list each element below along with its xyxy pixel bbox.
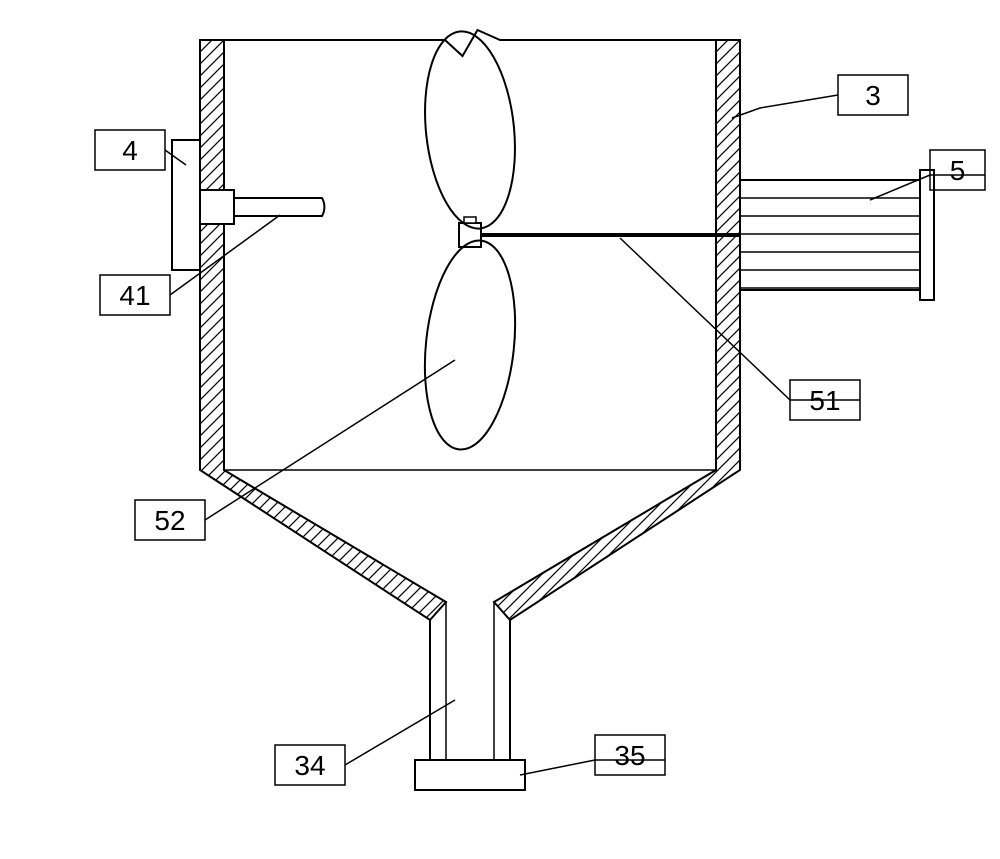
motor-body bbox=[740, 180, 920, 290]
propeller-blade-top bbox=[416, 27, 524, 233]
propeller-blade-bottom bbox=[415, 236, 524, 454]
callout-label-34: 34 bbox=[294, 750, 325, 781]
outlet-collar bbox=[415, 760, 525, 790]
u-tube bbox=[234, 198, 324, 216]
callout-leader-34 bbox=[345, 700, 455, 765]
callout-label-3: 3 bbox=[865, 80, 881, 111]
callout-label-5: 5 bbox=[950, 155, 966, 186]
shaft bbox=[478, 233, 740, 237]
callout-label-35: 35 bbox=[614, 740, 645, 771]
callout-label-4: 4 bbox=[122, 135, 138, 166]
callout-leader-35 bbox=[520, 760, 595, 775]
callout-label-52: 52 bbox=[154, 505, 185, 536]
vessel-left-wall bbox=[200, 40, 446, 620]
left-flange-plate bbox=[172, 140, 200, 270]
callout-leader-3 bbox=[732, 95, 838, 118]
vessel-right-wall bbox=[494, 40, 740, 620]
callout-leader-52 bbox=[205, 360, 455, 520]
left-flange-boss bbox=[200, 190, 234, 224]
callout-label-41: 41 bbox=[119, 280, 150, 311]
